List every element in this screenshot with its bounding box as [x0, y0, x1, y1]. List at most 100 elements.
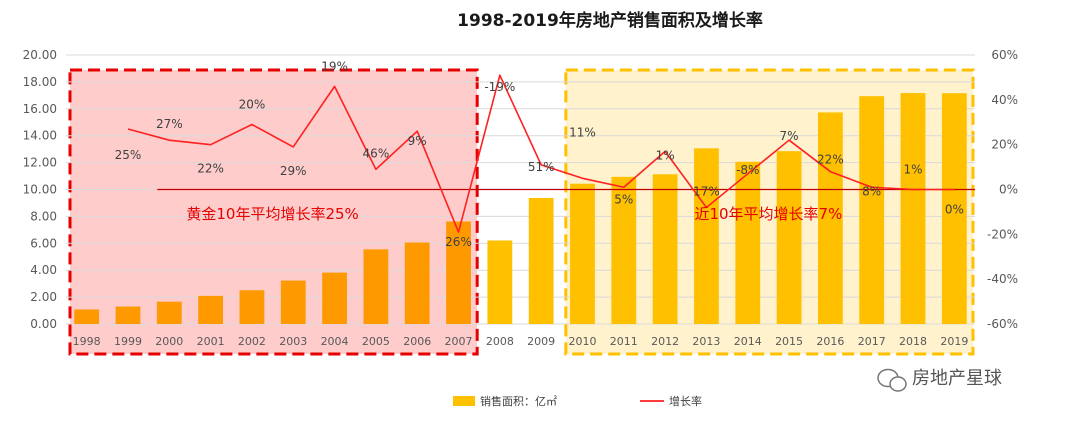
legend: 销售面积：亿㎡ 增长率 [453, 394, 702, 408]
bar-2013 [694, 148, 719, 324]
bar-1999 [115, 306, 141, 324]
watermark: 房地产星球 [877, 368, 1002, 392]
growth-label-2008: -19% [484, 80, 515, 94]
chart-title: 1998-2019年房地产销售面积及增长率 [457, 10, 763, 31]
growth-label-2005: 46% [363, 146, 390, 160]
growth-label-2007: 26% [445, 235, 472, 249]
growth-label-2009: 51% [528, 160, 555, 174]
right-tick-label: 60% [991, 48, 1018, 62]
right-tick-label: 0% [999, 183, 1018, 197]
bar-2017 [859, 96, 885, 324]
growth-line-series [127, 74, 955, 233]
left-tick-label: 18.00 [23, 75, 57, 89]
bar-2012 [652, 174, 678, 324]
bar-2001 [198, 295, 224, 324]
category-label-2009: 2009 [527, 335, 555, 348]
bar-2015 [776, 151, 802, 324]
left-tick-label: 6.00 [30, 236, 57, 250]
growth-label-2011: 5% [614, 192, 633, 206]
watermark-text: 房地产星球 [912, 368, 1002, 389]
growth-label-2014: -8% [736, 163, 759, 177]
annotation-text-2: 近10年平均增长率7% [694, 205, 842, 223]
bar-2019 [941, 93, 967, 324]
growth-label-2019: 0% [945, 203, 964, 217]
category-label-2005: 2005 [362, 335, 390, 348]
category-label-2017: 2017 [858, 335, 886, 348]
category-label-2018: 2018 [899, 335, 927, 348]
bar-2014 [735, 161, 761, 324]
category-label-2006: 2006 [403, 335, 431, 348]
bar-2003 [280, 280, 306, 324]
left-tick-label: 8.00 [30, 209, 57, 223]
category-label-1998: 1998 [73, 335, 101, 348]
bar-2000 [156, 301, 182, 324]
category-label-2001: 2001 [197, 335, 225, 348]
bar-2002 [239, 290, 265, 324]
category-label-1999: 1999 [114, 335, 142, 348]
bar-2008 [487, 240, 513, 324]
legend-label-line: 增长率 [669, 394, 702, 408]
left-tick-label: 16.00 [23, 102, 57, 116]
growth-label-2010: 11% [569, 125, 596, 139]
category-label-2007: 2007 [445, 335, 473, 348]
left-tick-label: 4.00 [30, 263, 57, 277]
bar-2009 [528, 197, 554, 324]
annotation-texts: 黄金10年平均增长率25% 近10年平均增长率7% [186, 205, 842, 223]
right-tick-label: 40% [991, 93, 1018, 107]
category-label-2016: 2016 [816, 335, 844, 348]
right-axis-ticks: -60% -40% -20% 0% 20% 40% 60% [987, 48, 1018, 331]
category-label-2008: 2008 [486, 335, 514, 348]
growth-label-2018: 1% [903, 163, 922, 177]
growth-label-2012: 1% [656, 148, 675, 162]
bar-2011 [611, 176, 637, 324]
growth-data-labels: 25% 27% 22% 20% 29% 19% 46% 9% 26% -19% 51% 11% 5% 1%… [115, 59, 964, 249]
category-label-2019: 2019 [940, 335, 968, 348]
growth-label-2004: 19% [321, 59, 348, 73]
right-tick-label: -60% [987, 317, 1018, 331]
right-tick-label: -40% [987, 272, 1018, 286]
category-label-2011: 2011 [610, 335, 638, 348]
legend-label-bars: 销售面积：亿㎡ [480, 394, 557, 408]
annotation-text-1: 黄金10年平均增长率25% [186, 205, 358, 223]
bar-series [74, 93, 967, 324]
left-tick-label: 10.00 [23, 183, 57, 197]
category-label-2010: 2010 [568, 335, 596, 348]
left-tick-label: 20.00 [23, 48, 57, 62]
growth-label-2002: 20% [239, 97, 266, 111]
growth-label-2006: 9% [408, 134, 427, 148]
category-label-2013: 2013 [692, 335, 720, 348]
growth-label-2000: 27% [156, 117, 183, 131]
growth-label-2001: 22% [197, 162, 224, 176]
growth-label-1999: 25% [115, 148, 142, 162]
bar-2016 [817, 112, 843, 324]
category-label-2003: 2003 [279, 335, 307, 348]
growth-label-2003: 29% [280, 164, 307, 178]
bar-2006 [404, 242, 430, 324]
category-label-2004: 2004 [321, 335, 349, 348]
left-axis-ticks: 0.00 2.00 4.00 6.00 8.00 10.00 12.00 14.00 16.00… [23, 48, 57, 331]
growth-rate-line [127, 74, 955, 233]
growth-label-2013: 17% [693, 184, 720, 198]
legend-swatch-bars [453, 396, 475, 406]
category-label-2014: 2014 [734, 335, 762, 348]
bar-2007 [446, 221, 471, 324]
left-tick-label: 14.00 [23, 129, 57, 143]
category-label-2000: 2000 [155, 335, 183, 348]
bar-2010 [570, 183, 595, 324]
bar-2018 [900, 93, 926, 324]
bar-2005 [363, 249, 389, 324]
wechat-icon-bubble-small [889, 376, 907, 392]
category-axis: 1998 1999 2000 2001 2002 2003 2004 2005 2006 2007… [73, 335, 969, 348]
category-label-2012: 2012 [651, 335, 679, 348]
category-label-2002: 2002 [238, 335, 266, 348]
left-tick-label: 12.00 [23, 156, 57, 170]
right-tick-label: -20% [987, 227, 1018, 241]
left-tick-label: 2.00 [30, 290, 57, 304]
left-tick-label: 0.00 [30, 317, 57, 331]
bar-2004 [322, 272, 347, 324]
wechat-icon [877, 368, 907, 392]
category-label-2015: 2015 [775, 335, 803, 348]
growth-label-2016: 22% [817, 153, 844, 167]
bar-1998 [74, 309, 100, 324]
